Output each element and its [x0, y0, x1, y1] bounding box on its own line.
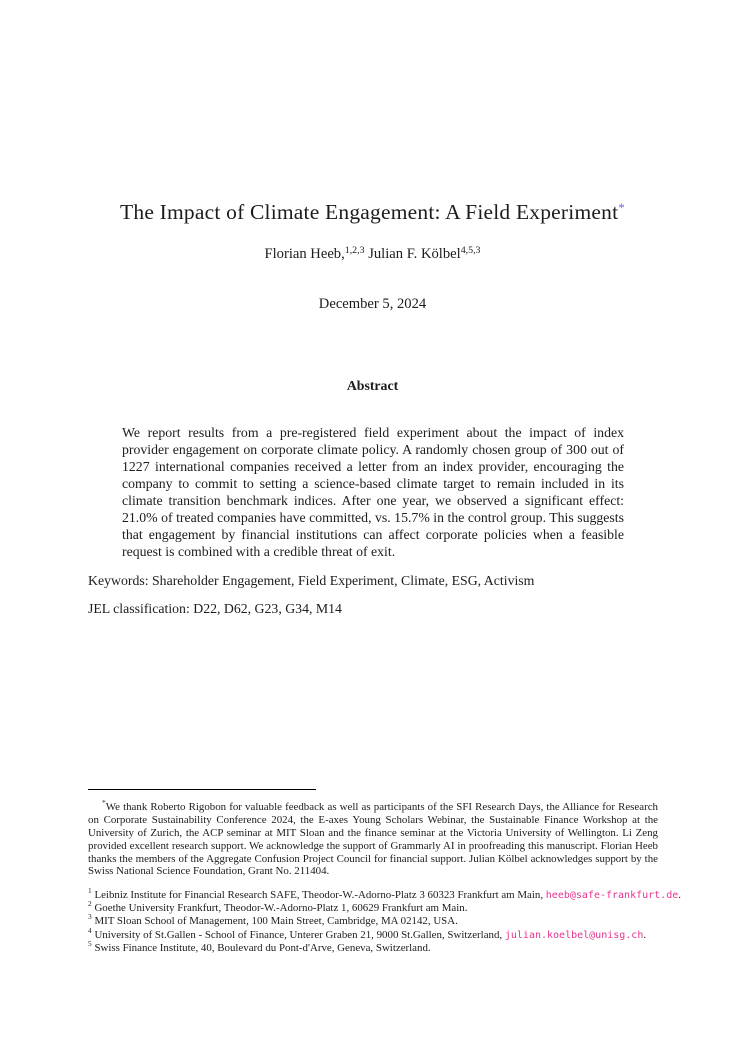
footnote-number: 2: [88, 899, 92, 909]
footnote-rule: [88, 789, 316, 790]
footnote-number: 4: [88, 925, 92, 935]
abstract-body: We report results from a pre-registered …: [122, 424, 624, 560]
footnote-text: University of St.Gallen - School of Fina…: [94, 928, 505, 941]
email-link-koelbel[interactable]: julian.koelbel@unisg.ch: [504, 929, 644, 941]
email-link-heeb[interactable]: heeb@safe-frankfurt.de: [545, 890, 679, 902]
author-1-affiliation-superscript: 1,2,3: [344, 245, 365, 256]
acknowledgements-footnote-text: We thank Roberto Rigobon for valuable fe…: [88, 800, 658, 878]
affiliation-footnote-3: 3 MIT Sloan School of Management, 100 Ma…: [88, 912, 658, 928]
affiliation-footnotes: 1 Leibniz Institute for Financial Resear…: [88, 886, 681, 955]
footnote-text: Swiss Finance Institute, 40, Boulevard d…: [94, 941, 431, 954]
footnote-text: Goethe University Frankfurt, Theodor-W.-…: [94, 902, 468, 915]
paper-title-text: The Impact of Climate Engagement: A Fiel…: [120, 200, 619, 225]
affiliation-footnote-1: 1 Leibniz Institute for Financial Resear…: [88, 886, 681, 902]
paper-date: December 5, 2024: [318, 296, 427, 312]
footnote-block: *We thank Roberto Rigobon for valuable f…: [88, 789, 681, 955]
footnote-text: MIT Sloan School of Management, 100 Main…: [94, 915, 458, 928]
page-title: The Impact of Climate Engagement: A Fiel…: [0, 199, 745, 226]
footnote-suffix: .: [643, 928, 647, 941]
author-2-name: Julian F. Kölbel: [364, 246, 461, 262]
abstract-heading: Abstract: [346, 378, 399, 393]
affiliation-footnote-5: 5 Swiss Finance Institute, 40, Boulevard…: [88, 938, 658, 955]
author-1-name: Florian Heeb,: [264, 246, 345, 262]
keywords-line: Keywords: Shareholder Engagement, Field …: [88, 573, 535, 588]
footnote-text: Leibniz Institute for Financial Research…: [94, 889, 546, 902]
authors-line: Florian Heeb,1,2,3 Julian F. Kölbel4,5,3: [0, 246, 745, 263]
footnote-suffix: .: [678, 889, 681, 902]
author-2-affiliation-superscript: 4,5,3: [460, 245, 481, 256]
title-footnote-asterisk-link[interactable]: *: [618, 200, 625, 216]
jel-classification-line: JEL classification: D22, D62, G23, G34, …: [88, 601, 342, 616]
affiliation-footnote-2: 2 Goethe University Frankfurt, Theodor-W…: [88, 899, 658, 915]
footnote-number: 1: [88, 886, 92, 896]
acknowledgements-footnote-marker: *: [102, 797, 106, 807]
acknowledgements-footnote: *We thank Roberto Rigobon for valuable f…: [88, 797, 658, 878]
affiliation-footnote-4: 4 University of St.Gallen - School of Fi…: [88, 925, 658, 942]
footnote-number: 5: [88, 938, 92, 948]
footnote-number: 3: [88, 912, 92, 922]
